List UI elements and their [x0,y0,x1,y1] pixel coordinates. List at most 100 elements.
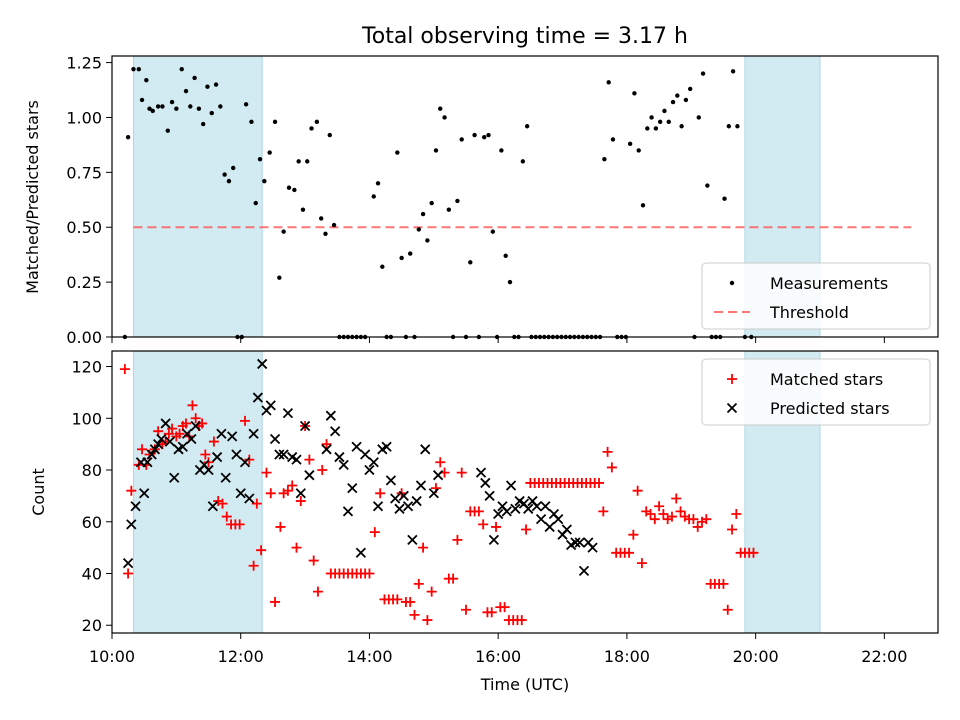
y-tick-label: 0.75 [66,163,102,182]
predicted-star-point [235,488,246,499]
measurement-point [446,207,452,212]
y-tick-label: 100 [71,409,102,428]
measurement-point [730,69,736,74]
matched-star-point [123,568,134,579]
measurement-point [408,251,413,256]
measurement-point [688,86,693,92]
matched-star-point [666,511,677,522]
y-tick-label: 60 [82,513,102,532]
measurement-point [636,148,641,153]
bottom-points [119,358,759,626]
y-tick-label: 40 [82,564,102,583]
measurement-point [627,141,633,147]
predicted-star-point [186,433,197,445]
measurement-point [442,115,447,120]
matched-star-point [413,578,424,589]
measurement-point [231,165,236,171]
measurement-point [286,185,292,190]
predicted-star-point [265,400,276,411]
predicted-star-point [325,410,336,421]
matched-star-point [312,586,323,597]
measurement-point [700,71,706,76]
predicted-star-point [227,431,238,442]
matched-star-point [645,508,656,519]
predicted-star-point [278,449,289,460]
x-tick-label: 18:00 [604,647,650,666]
measurement-point [395,150,400,155]
predicted-star-point [347,482,358,494]
y-tick-label: 20 [82,616,102,635]
matched-star-point [602,446,613,457]
measurement-point [327,132,332,138]
measurement-point [309,126,314,131]
measurement-point [314,119,320,125]
predicted-star-point [432,470,444,481]
predicted-star-point [523,503,534,514]
measurement-point [192,75,197,81]
matched-star-point [248,560,259,571]
predicted-star-point [220,472,231,483]
matched-star-point [181,418,192,429]
matched-star-point [606,462,617,473]
measurement-point [200,121,206,127]
measurement-point [486,132,491,138]
predicted-star-point [211,451,223,463]
predicted-star-point [342,506,354,517]
predicted-star-point [291,454,302,465]
matched-star-point [636,558,647,569]
predicted-star-point [385,475,397,486]
predicted-star-point [578,565,590,577]
matched-star-point [718,578,729,589]
matched-star-point [748,547,759,558]
matched-star-point [473,506,484,517]
matched-star-point [491,521,502,532]
measurement-point [670,99,676,105]
measurement-point [292,187,297,193]
predicted-star-point [257,358,268,370]
matched-star-point [435,457,446,468]
predicted-star-point [207,501,218,512]
figure-title: Total observing time = 3.17 h [361,24,688,49]
measurement-point [653,126,659,131]
predicted-star-point [299,420,311,432]
matched-star-point [671,493,682,504]
measurement-point [425,238,430,243]
matched-star-point [137,444,148,455]
measurement-point [459,137,464,142]
matched-star-point [317,465,328,476]
measurement-point [305,159,310,164]
measurement-point [218,104,223,109]
matched-star-point [731,508,742,519]
predicted-star-point [142,457,153,468]
measurement-point [399,255,404,261]
measurement-point [610,137,616,142]
measurement-point [722,196,727,201]
top-legend: Measurements Threshold [701,262,931,330]
predicted-star-point [282,407,294,419]
predicted-star-point [274,449,285,460]
y-tick-label: 80 [82,461,102,480]
matched-star-point [163,428,174,439]
measurement-point [213,82,219,87]
matched-star-point [456,467,467,478]
measurement-point [657,119,663,125]
matched-star-point [594,477,605,488]
measurement-point [272,119,278,125]
predicted-star-point [321,444,332,455]
top-y-ticks: 0.00 0.25 0.50 0.75 1.00 1.25 [66,54,112,347]
predicted-star-point [398,490,409,502]
predicted-star-point [501,506,512,517]
matched-star-point [270,596,281,607]
predicted-star-point [177,441,188,452]
matched-star-point [649,514,660,525]
predicted-star-point [269,433,281,445]
predicted-star-point [122,558,134,569]
matched-star-point [221,511,232,522]
measurement-point [524,124,530,129]
measurement-point [482,135,487,140]
matched-star-point [282,485,293,496]
measurement-point [205,84,210,89]
matched-star-point [119,364,130,375]
y-tick-label: 120 [71,358,102,377]
predicted-star-point [164,436,176,447]
